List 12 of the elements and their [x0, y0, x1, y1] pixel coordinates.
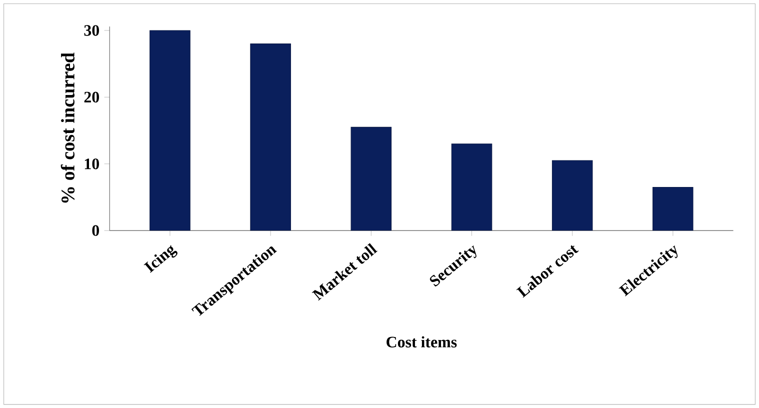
y-axis-title: % of cost incurred — [60, 52, 75, 203]
bar — [552, 160, 593, 230]
y-tick-label: 10 — [84, 158, 99, 170]
bar — [350, 126, 392, 230]
bar — [451, 143, 492, 230]
y-tick-label: 20 — [84, 92, 99, 102]
bar — [150, 30, 190, 230]
bar — [250, 43, 291, 230]
x-axis-title: Cost items — [386, 336, 457, 348]
y-tick-label: 0 — [92, 225, 99, 236]
bar — [652, 186, 694, 230]
y-tick-label: 30 — [84, 24, 99, 36]
